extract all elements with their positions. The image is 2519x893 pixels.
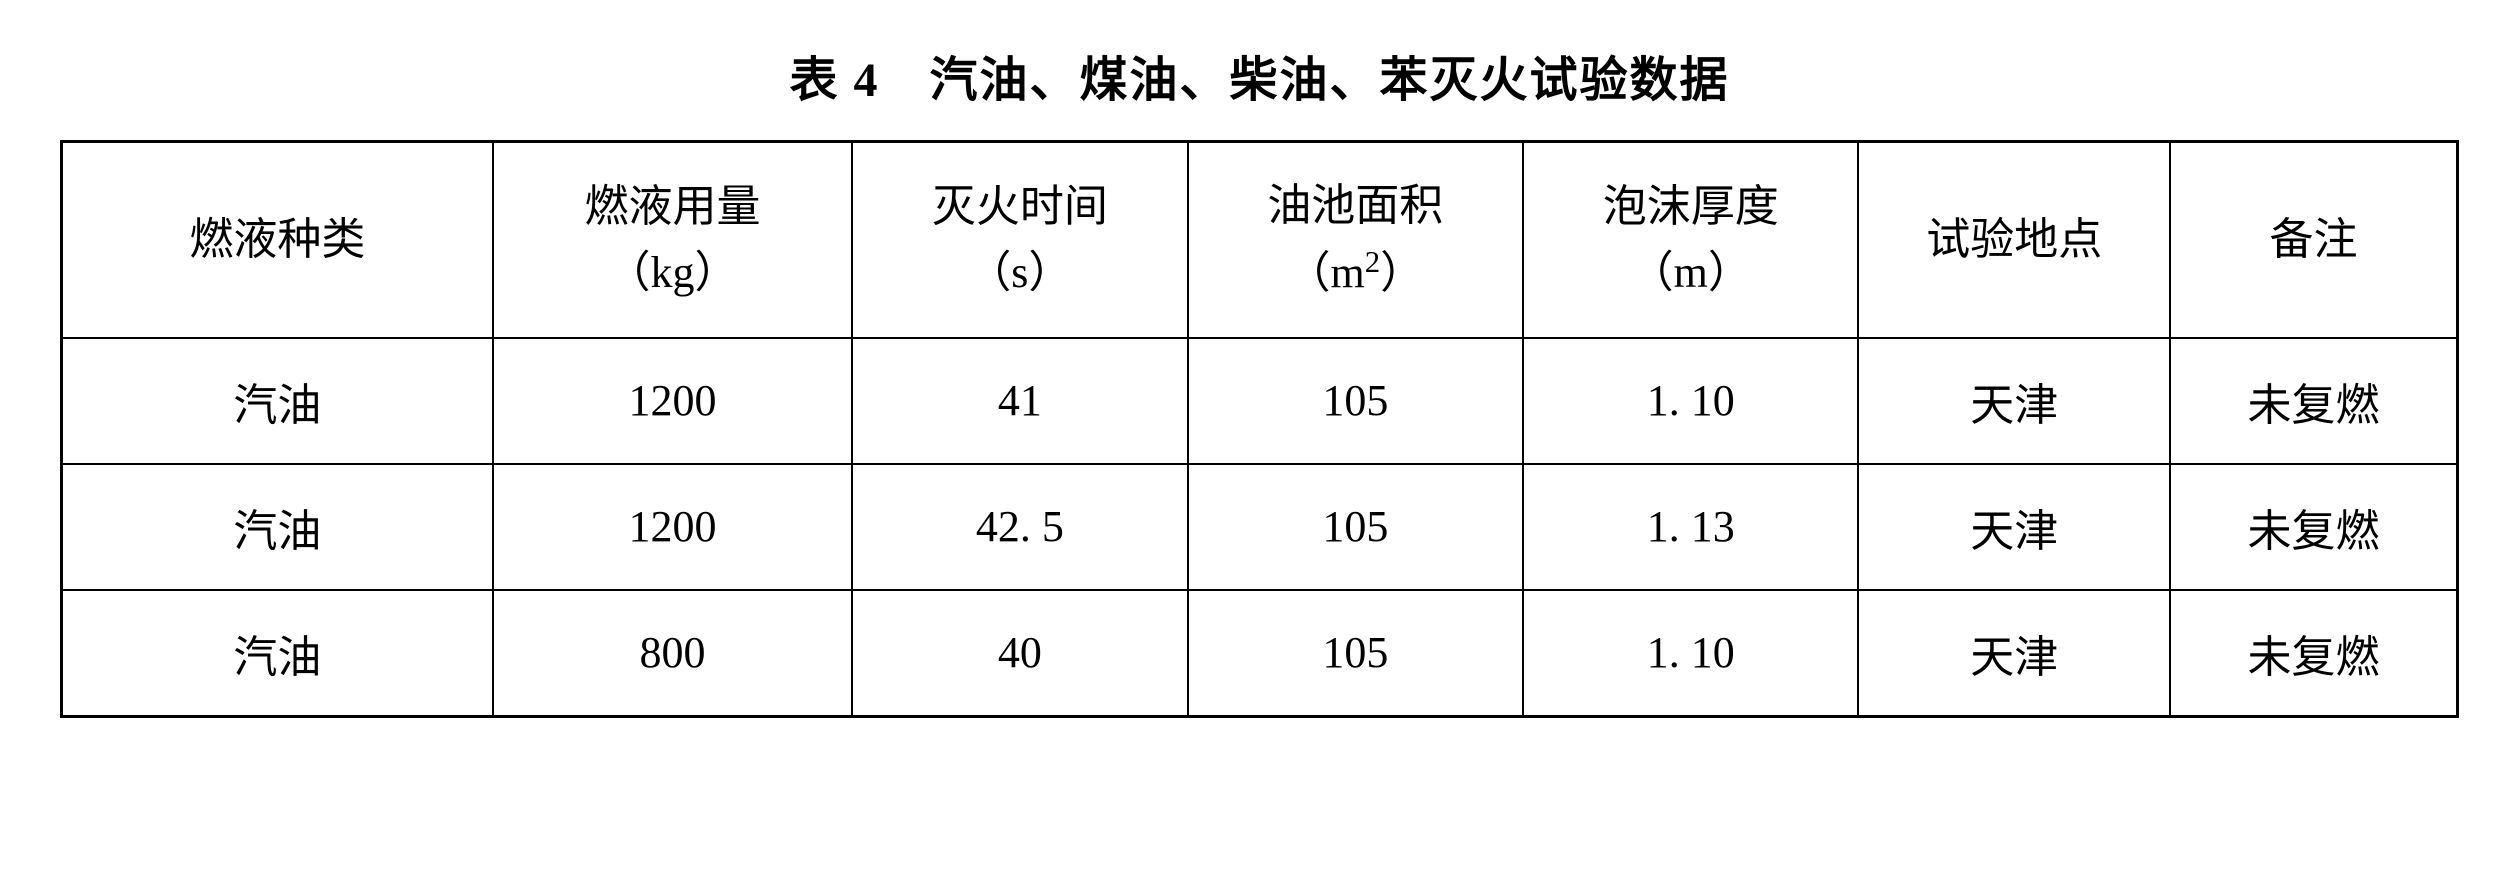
- header-thickness-line1: 泡沫厚度: [1544, 174, 1837, 240]
- cell-amount: 800: [493, 590, 852, 717]
- header-time-line1: 灭火时间: [873, 174, 1166, 240]
- cell-type: 汽油: [62, 338, 493, 464]
- cell-thickness: 1. 10: [1523, 590, 1858, 717]
- header-thickness: 泡沫厚度 （m）: [1523, 142, 1858, 338]
- cell-time: 40: [852, 590, 1187, 717]
- header-time: 灭火时间 （s）: [852, 142, 1187, 338]
- cell-amount: 1200: [493, 338, 852, 464]
- header-remark: 备注: [2170, 142, 2458, 338]
- cell-time: 41: [852, 338, 1187, 464]
- cell-area: 105: [1188, 590, 1523, 717]
- table-row: 汽油 1200 42. 5 105 1. 13 天津 未复燃: [62, 464, 2458, 590]
- header-area-line1: 油池面积: [1209, 173, 1502, 239]
- header-amount-line1: 燃液用量: [514, 174, 831, 240]
- cell-thickness: 1. 10: [1523, 338, 1858, 464]
- cell-location: 天津: [1858, 338, 2169, 464]
- data-table: 燃液种类 燃液用量 （kg） 灭火时间 （s） 油池面积 （m2）: [60, 140, 2459, 718]
- header-amount: 燃液用量 （kg）: [493, 142, 852, 338]
- table-body: 汽油 1200 41 105 1. 10 天津 未复燃 汽油 1200 42. …: [62, 338, 2458, 717]
- header-location: 试验地点: [1858, 142, 2169, 338]
- header-area: 油池面积 （m2）: [1188, 142, 1523, 338]
- header-thickness-line2: （m）: [1544, 240, 1837, 306]
- header-location-line1: 试验地点: [1879, 207, 2148, 273]
- cell-thickness: 1. 13: [1523, 464, 1858, 590]
- cell-type: 汽油: [62, 464, 493, 590]
- header-amount-line2: （kg）: [514, 240, 831, 306]
- header-remark-line1: 备注: [2191, 207, 2436, 273]
- table-row: 汽油 1200 41 105 1. 10 天津 未复燃: [62, 338, 2458, 464]
- header-type-line1: 燃液种类: [83, 207, 472, 273]
- cell-remark: 未复燃: [2170, 338, 2458, 464]
- table-title: 表 4 汽油、煤油、柴油、苯灭火试验数据: [60, 40, 2459, 110]
- cell-area: 105: [1188, 338, 1523, 464]
- header-type: 燃液种类: [62, 142, 493, 338]
- cell-type: 汽油: [62, 590, 493, 717]
- table-header-row: 燃液种类 燃液用量 （kg） 灭火时间 （s） 油池面积 （m2）: [62, 142, 2458, 338]
- cell-location: 天津: [1858, 590, 2169, 717]
- cell-area: 105: [1188, 464, 1523, 590]
- table-row: 汽油 800 40 105 1. 10 天津 未复燃: [62, 590, 2458, 717]
- header-time-line2: （s）: [873, 240, 1166, 306]
- cell-time: 42. 5: [852, 464, 1187, 590]
- cell-location: 天津: [1858, 464, 2169, 590]
- cell-remark: 未复燃: [2170, 464, 2458, 590]
- header-area-line2: （m2）: [1209, 239, 1502, 307]
- cell-amount: 1200: [493, 464, 852, 590]
- cell-remark: 未复燃: [2170, 590, 2458, 717]
